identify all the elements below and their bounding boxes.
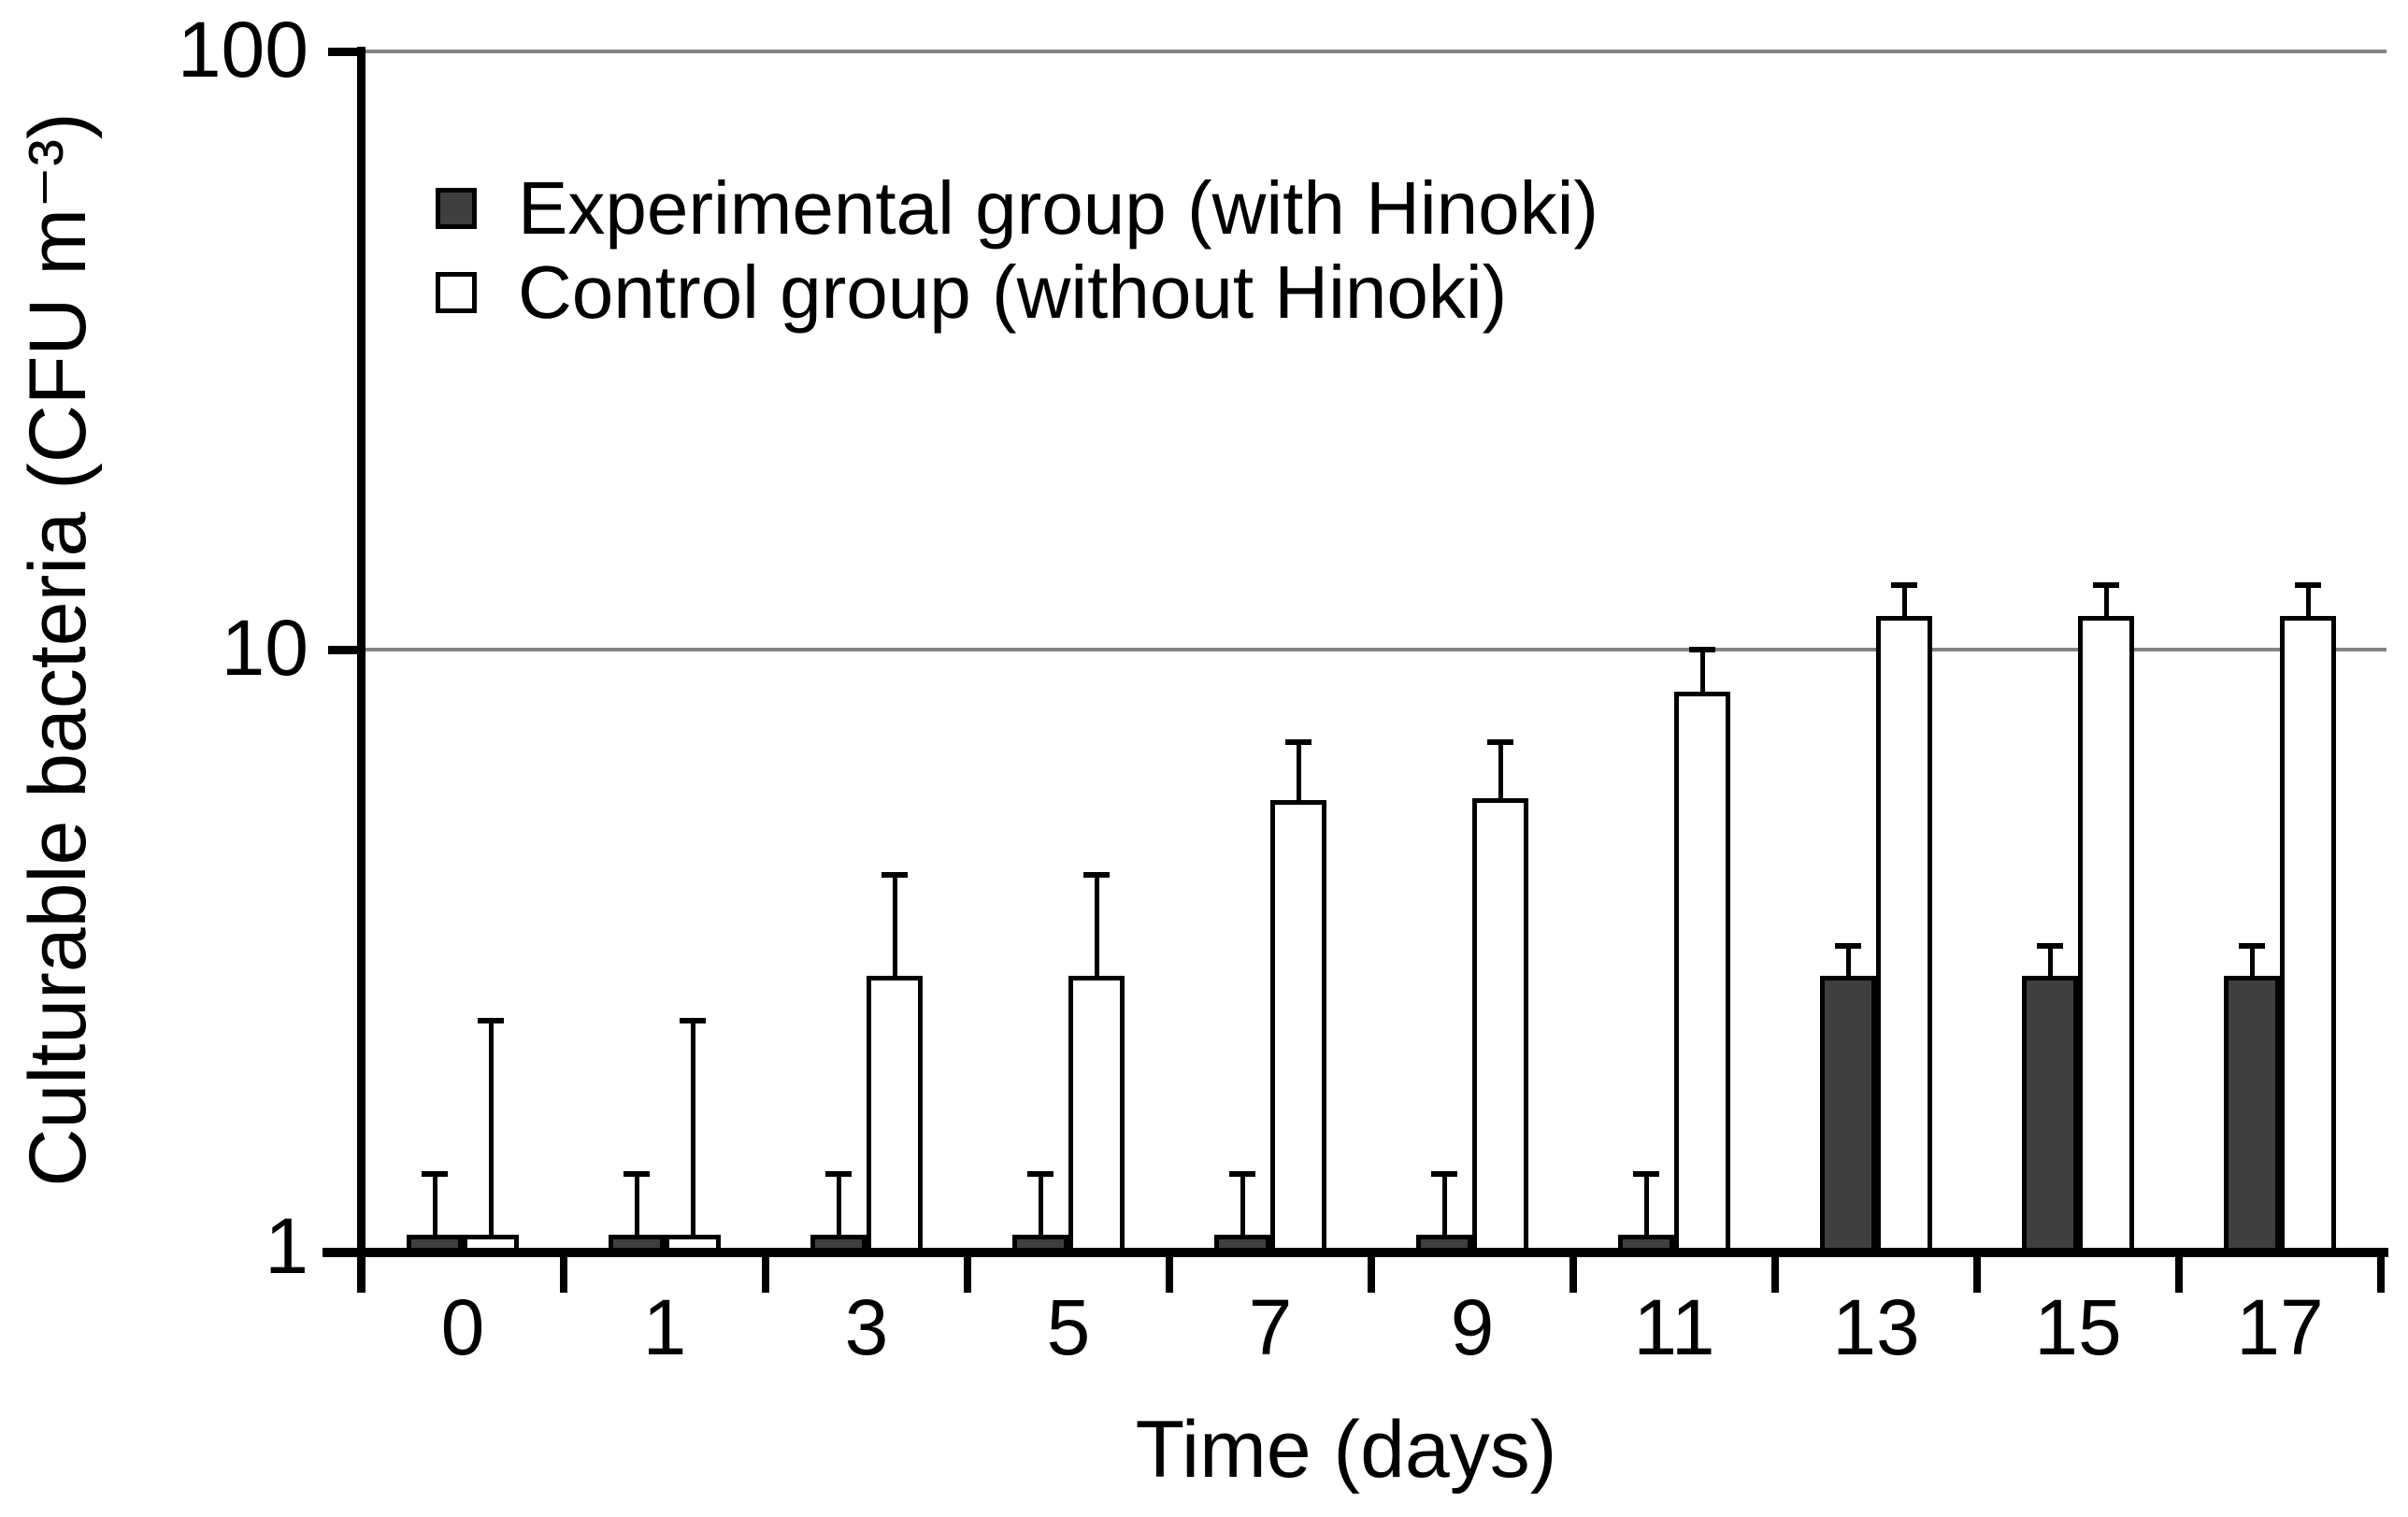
error-bar-cap — [1431, 1170, 1457, 1177]
error-bar — [634, 1173, 639, 1236]
error-bar — [1901, 585, 1907, 616]
y-tick-label-10: 10 — [221, 604, 308, 692]
error-bar-cap — [680, 1017, 706, 1023]
error-bar-cap — [1835, 942, 1861, 949]
error-bar — [1296, 742, 1301, 801]
x-axis-title: Time (days) — [1135, 1405, 1557, 1495]
x-tick-label-3: 3 — [844, 1283, 889, 1371]
bar-control-day-5 — [1068, 975, 1125, 1255]
y-axis — [357, 47, 366, 1293]
error-bar — [892, 875, 897, 976]
error-bar-cap — [1487, 739, 1513, 746]
error-bar-cap — [1229, 1170, 1255, 1177]
legend-item-experimental: Experimental group (with Hinoki) — [436, 166, 1598, 250]
legend-label-control: Control group (without Hinoki) — [518, 250, 1508, 334]
x-axis — [322, 1248, 2388, 1257]
error-bar — [836, 1173, 841, 1236]
error-bar — [432, 1173, 437, 1236]
x-tick — [964, 1257, 971, 1293]
error-bar — [1240, 1173, 1245, 1236]
x-tick-label-11: 11 — [1633, 1283, 1715, 1371]
bar-experimental-day-15 — [2022, 975, 2078, 1255]
error-bar-cap — [1633, 1170, 1659, 1177]
error-bar-cap — [882, 872, 908, 879]
error-bar — [1498, 742, 1503, 798]
error-bar-cap — [2295, 582, 2321, 589]
x-tick-label-15: 15 — [2034, 1283, 2122, 1371]
gridline-100 — [362, 50, 2386, 53]
x-tick-label-13: 13 — [1832, 1283, 1920, 1371]
error-bar — [488, 1020, 494, 1236]
error-bar-cap — [2037, 942, 2063, 949]
error-bar-cap — [1285, 739, 1312, 746]
error-bar-cap — [2093, 582, 2119, 589]
bar-experimental-day-17 — [2224, 975, 2280, 1255]
error-bar — [1038, 1173, 1043, 1236]
x-tick-label-1: 1 — [642, 1283, 687, 1371]
y-tick-100 — [328, 48, 362, 56]
y-tick-label-100: 100 — [177, 6, 308, 93]
x-tick — [1166, 1257, 1173, 1293]
x-tick — [1771, 1257, 1779, 1293]
x-tick — [1973, 1257, 1981, 1293]
legend-label-experimental: Experimental group (with Hinoki) — [518, 166, 1599, 250]
y-tick-label-1: 1 — [265, 1202, 308, 1290]
error-bar — [2103, 585, 2109, 616]
gridline-10 — [362, 648, 2386, 651]
bar-control-day-11 — [1674, 692, 1730, 1255]
bar-control-day-17 — [2280, 615, 2336, 1255]
x-tick — [560, 1257, 567, 1293]
error-bar — [1699, 650, 1705, 693]
bar-control-day-13 — [1876, 615, 1932, 1255]
bar-control-day-9 — [1472, 797, 1528, 1255]
error-bar — [1845, 945, 1851, 976]
error-bar — [2249, 945, 2255, 976]
bar-control-day-15 — [2078, 615, 2134, 1255]
bar-control-day-3 — [867, 975, 923, 1255]
error-bar-cap — [1027, 1170, 1054, 1177]
x-tick-label-5: 5 — [1046, 1283, 1091, 1371]
x-tick-label-9: 9 — [1450, 1283, 1495, 1371]
legend: Experimental group (with Hinoki) Control… — [436, 166, 1598, 335]
x-tick — [2175, 1257, 2183, 1293]
x-tick-label-7: 7 — [1248, 1283, 1293, 1371]
x-tick — [1570, 1257, 1577, 1293]
error-bar-cap — [1689, 647, 1715, 652]
error-bar — [1094, 875, 1099, 976]
error-bar — [2305, 585, 2311, 616]
error-bar — [1643, 1173, 1649, 1236]
x-tick-label-0: 0 — [440, 1283, 485, 1371]
error-bar-cap — [624, 1170, 650, 1177]
error-bar — [1441, 1173, 1447, 1236]
experimental-swatch-icon — [436, 188, 477, 229]
error-bar — [2047, 945, 2053, 976]
error-bar-cap — [2239, 942, 2265, 949]
error-bar-cap — [422, 1170, 448, 1177]
y-tick-10 — [328, 646, 362, 654]
x-tick — [2377, 1257, 2385, 1293]
error-bar-cap — [825, 1170, 852, 1177]
bar-experimental-day-13 — [1820, 975, 1876, 1255]
x-tick-label-17: 17 — [2236, 1283, 2324, 1371]
error-bar-cap — [1891, 582, 1917, 589]
error-bar-cap — [478, 1017, 504, 1023]
x-tick — [1368, 1257, 1375, 1293]
error-bar-cap — [1083, 872, 1110, 879]
legend-item-control: Control group (without Hinoki) — [436, 250, 1598, 335]
x-tick — [762, 1257, 769, 1293]
control-swatch-icon — [436, 272, 477, 313]
error-bar — [690, 1020, 695, 1236]
bar-control-day-7 — [1270, 800, 1326, 1255]
